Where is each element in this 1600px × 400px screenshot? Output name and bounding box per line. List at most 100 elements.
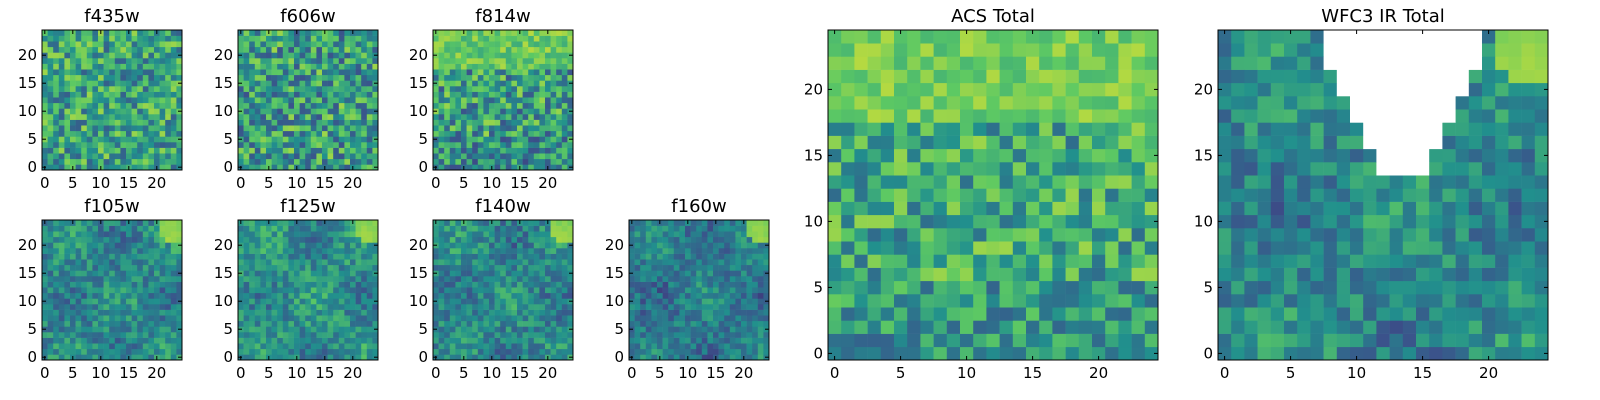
heatmap-cell <box>344 220 351 226</box>
heatmap-cell <box>70 332 76 338</box>
heatmap-cell <box>483 35 490 42</box>
heatmap-cell <box>142 147 149 154</box>
heatmap-cell <box>333 287 340 294</box>
heatmap-cell <box>299 108 306 115</box>
heatmap-cell <box>243 236 250 243</box>
heatmap-cell <box>1065 294 1080 308</box>
heatmap-cell <box>165 343 172 350</box>
heatmap-cell <box>350 86 356 92</box>
heatmap-cell <box>455 354 462 361</box>
heatmap-cell <box>673 354 680 361</box>
heatmap-cell <box>316 326 323 333</box>
heatmap-cell <box>299 35 306 42</box>
heatmap-cell <box>249 97 256 104</box>
heatmap-cell <box>1065 267 1080 282</box>
heatmap-cell <box>556 332 563 338</box>
heatmap-cell <box>165 46 172 53</box>
heatmap-cell <box>170 41 177 48</box>
heatmap-cell <box>131 69 138 76</box>
heatmap-cell <box>81 225 88 232</box>
heatmap-cell <box>254 58 261 64</box>
heatmap-cell <box>366 320 373 327</box>
heatmap-cell <box>109 259 116 266</box>
heatmap-cell <box>933 188 948 202</box>
heatmap-cell <box>505 102 512 109</box>
heatmap-cell <box>701 242 708 249</box>
heatmap-cell <box>170 74 177 81</box>
heatmap-cell <box>511 164 518 171</box>
heatmap-cell <box>126 332 132 338</box>
heatmap-cell <box>53 343 60 350</box>
heatmap-cell <box>70 253 76 260</box>
heatmap-cell <box>489 320 495 327</box>
heatmap-cell <box>685 259 691 266</box>
heatmap-cell <box>539 343 546 350</box>
heatmap-cell <box>243 276 250 282</box>
heatmap-cell <box>75 264 82 271</box>
heatmap-cell <box>1078 241 1093 255</box>
heatmap-cell <box>1131 254 1146 268</box>
heatmap-cell <box>461 86 467 92</box>
heatmap-cell <box>561 91 568 98</box>
heatmap-cell <box>472 315 479 322</box>
heatmap-cell <box>662 326 669 333</box>
heatmap-cell <box>64 236 71 243</box>
heatmap-cell <box>673 281 680 288</box>
heatmap-cell <box>366 287 373 294</box>
heatmap-cell <box>533 69 540 76</box>
heatmap-cell <box>668 264 675 271</box>
heatmap-cell <box>556 74 563 81</box>
heatmap-cell <box>81 332 88 338</box>
heatmap-cell <box>528 281 535 288</box>
heatmap-cell <box>47 97 54 104</box>
heatmap-cell <box>142 343 149 350</box>
heatmap-cell <box>472 304 479 310</box>
heatmap-cell <box>489 63 495 70</box>
heatmap-cell <box>350 108 356 115</box>
heatmap-cell <box>707 332 714 338</box>
heatmap-cell <box>114 30 121 36</box>
heatmap-cell <box>561 35 568 42</box>
heatmap-cell <box>137 348 144 355</box>
heatmap-cell <box>92 130 99 137</box>
heatmap-cell <box>86 264 93 271</box>
heatmap-cell <box>522 348 529 355</box>
heatmap-cell <box>511 125 518 132</box>
x-tick-label: 10 <box>287 364 306 382</box>
heatmap-cell <box>64 354 71 361</box>
y-tick-label: 10 <box>18 292 37 310</box>
heatmap-cell <box>483 125 490 132</box>
heatmap-cell <box>483 91 490 98</box>
heatmap-cell <box>477 320 484 327</box>
heatmap-cell <box>489 304 495 310</box>
heatmap-cell <box>53 30 60 36</box>
heatmap-cell <box>550 69 557 76</box>
heatmap-cell <box>277 125 284 132</box>
heatmap-cell <box>47 114 54 120</box>
heatmap-cell <box>500 259 507 266</box>
heatmap-cell <box>973 320 987 334</box>
heatmap-cell <box>338 304 345 310</box>
heatmap-cell <box>477 74 484 81</box>
heatmap-cell <box>170 326 177 333</box>
heatmap-cell <box>522 102 529 109</box>
heatmap-cell <box>103 276 110 282</box>
heatmap-cell <box>260 236 267 243</box>
heatmap-cell <box>288 114 295 120</box>
heatmap-cell <box>533 270 540 277</box>
heatmap-cell <box>550 153 557 160</box>
heatmap-cell <box>372 119 379 126</box>
heatmap-cell <box>907 228 921 242</box>
heatmap-cell <box>327 46 334 53</box>
heatmap-cell <box>109 298 116 305</box>
heatmap-cell <box>47 276 54 282</box>
heatmap-cell <box>299 231 306 238</box>
heatmap-cell <box>1144 254 1159 268</box>
heatmap-cell <box>165 58 172 64</box>
heatmap-cell <box>159 225 166 232</box>
heatmap-cell <box>355 119 362 126</box>
heatmap-cell <box>449 326 456 333</box>
heatmap-cell <box>1118 307 1132 321</box>
heatmap-cell <box>109 164 116 171</box>
